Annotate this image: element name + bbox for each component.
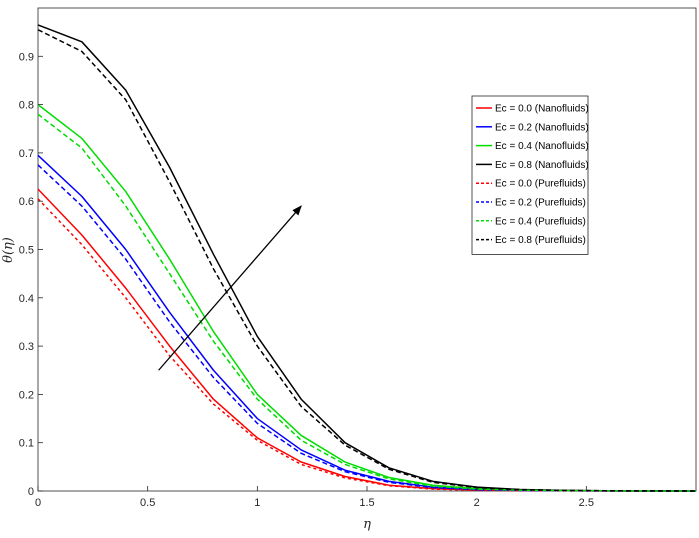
legend: Ec = 0.0 (Nanofluids) Ec = 0.2 (Nanofluid…	[471, 95, 589, 255]
x-tick-label: 2	[474, 497, 480, 509]
x-tick-label: 0.5	[140, 497, 155, 509]
legend-label: Ec = 0.4 (Nanofluids)	[495, 141, 589, 152]
legend-label: Ec = 0.2 (Purefluids)	[495, 198, 586, 209]
y-tick-label: 0.4	[19, 293, 34, 305]
series-line-4	[37, 198, 696, 492]
y-tick-label: 0.5	[19, 245, 34, 257]
x-tick-label: 2.5	[579, 497, 594, 509]
y-tick-label: 0.8	[19, 100, 34, 112]
legend-label: Ec = 0.8 (Nanofluids)	[495, 160, 589, 171]
y-tick-label: 0.2	[19, 389, 34, 401]
x-axis-label: η	[363, 517, 371, 532]
legend-label: Ec = 0.8 (Purefluids)	[495, 235, 586, 246]
y-tick-label: 0.3	[19, 341, 34, 353]
legend-box	[471, 95, 589, 255]
annotation-layer	[158, 205, 302, 371]
x-tick-label: 0	[35, 497, 41, 509]
x-tick-label: 1.5	[359, 497, 374, 509]
trend-arrow	[158, 205, 302, 371]
y-tick-label: 0.9	[19, 51, 34, 63]
y-tick-label: 0.7	[19, 148, 34, 160]
plot-area	[37, 7, 697, 492]
y-tick-label: 0.1	[19, 438, 34, 450]
y-tick-label: 0	[28, 486, 34, 498]
y-tick-label: 0.6	[19, 196, 34, 208]
legend-label: Ec = 0.2 (Nanofluids)	[495, 122, 589, 133]
legend-label: Ec = 0.0 (Purefluids)	[495, 179, 586, 190]
x-tick-label: 1	[254, 497, 260, 509]
y-axis-label: θ(η)	[1, 237, 16, 263]
legend-label: Ec = 0.4 (Purefluids)	[495, 216, 586, 227]
legend-label: Ec = 0.0 (Nanofluids)	[495, 104, 589, 115]
axes-layer: 0 0.5 1 1.5 2 2.5 0 0.1 0.2 0.3 0.4 0.5 0.6 0.7 0.8 0.9	[19, 51, 594, 509]
